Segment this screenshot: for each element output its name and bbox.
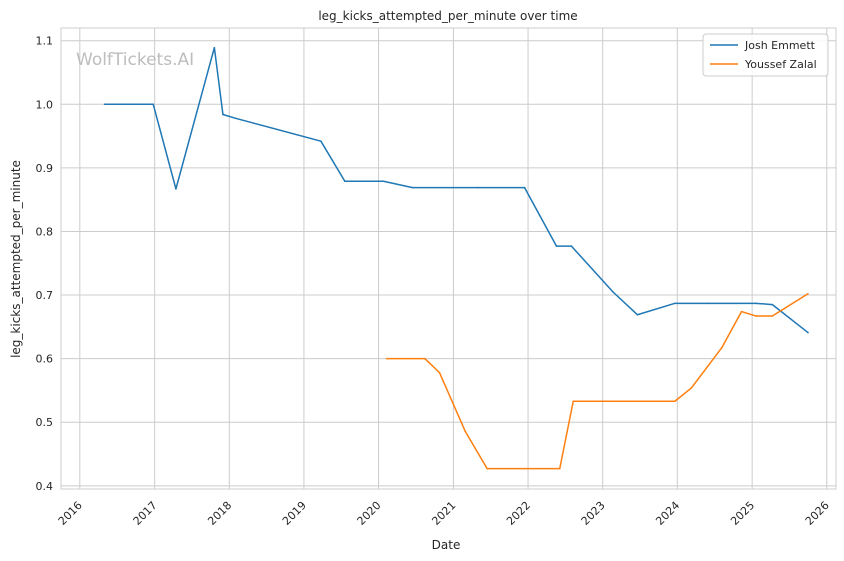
- y-tick-label: 0.5: [36, 416, 54, 429]
- data-point-josh-emmett: [344, 180, 346, 183]
- y-tick-label: 0.4: [36, 480, 54, 493]
- data-point-josh-emmett: [382, 180, 385, 183]
- data-point-josh-emmett: [222, 113, 224, 116]
- legend: Josh Emmett Youssef Zalal: [702, 33, 829, 77]
- data-point-josh-emmett: [234, 117, 237, 120]
- data-point-youssef-zalal: [424, 357, 426, 360]
- y-tick-label: 0.9: [36, 162, 54, 175]
- series-layer: [103, 46, 809, 470]
- data-point-youssef-zalal: [572, 400, 575, 403]
- data-point-josh-emmett: [674, 302, 676, 305]
- data-point-josh-emmett: [570, 245, 573, 247]
- legend-label-josh-emmett: Josh Emmett: [744, 39, 816, 52]
- series-line-youssef-zalal: [386, 293, 809, 470]
- y-tick-label: 1.1: [36, 35, 54, 48]
- y-tick-label: 0.7: [36, 289, 54, 302]
- data-point-youssef-zalal: [674, 400, 676, 403]
- y-tick-label: 0.6: [36, 353, 54, 366]
- y-axis: 0.4 0.5 0.6 0.7 0.8 0.9 1.0 1.1: [36, 35, 54, 493]
- data-point-josh-emmett: [755, 302, 757, 305]
- data-point-josh-emmett: [411, 186, 414, 189]
- data-point-youssef-zalal: [464, 430, 467, 433]
- data-point-josh-emmett: [103, 103, 106, 106]
- y-axis-title: leg_kicks_attempted_per_minute: [9, 160, 23, 358]
- data-point-youssef-zalal: [486, 467, 488, 470]
- plot-area: [60, 27, 837, 490]
- data-point-josh-emmett: [175, 188, 177, 190]
- watermark: WolfTickets.AI: [76, 50, 194, 70]
- data-point-youssef-zalal: [720, 347, 723, 349]
- data-point-youssef-zalal: [558, 467, 561, 470]
- data-point-josh-emmett: [555, 245, 558, 247]
- y-tick-label: 0.8: [36, 225, 54, 238]
- data-point-youssef-zalal: [771, 315, 774, 317]
- legend-label-youssef-zalal: Youssef Zalal: [744, 58, 817, 71]
- chart-title: leg_kicks_attempted_per_minute over time: [318, 9, 577, 23]
- data-point-youssef-zalal: [385, 357, 388, 360]
- data-point-youssef-zalal: [740, 310, 743, 313]
- data-point-josh-emmett: [523, 186, 526, 189]
- data-point-josh-emmett: [612, 291, 614, 293]
- grid: [61, 28, 836, 489]
- x-axis-title: Date: [432, 538, 461, 552]
- data-point-youssef-zalal: [807, 292, 809, 295]
- data-point-josh-emmett: [152, 103, 155, 106]
- data-point-josh-emmett: [807, 331, 809, 334]
- data-point-josh-emmett: [771, 303, 774, 306]
- y-tick-label: 1.0: [36, 98, 54, 111]
- data-point-youssef-zalal: [438, 371, 441, 374]
- data-point-josh-emmett: [636, 313, 639, 316]
- data-point-josh-emmett: [320, 140, 322, 142]
- data-point-youssef-zalal: [690, 387, 693, 389]
- data-point-youssef-zalal: [755, 315, 757, 317]
- data-point-josh-emmett: [477, 186, 479, 189]
- data-point-josh-emmett: [213, 46, 216, 49]
- data-point-josh-emmett: [707, 302, 710, 305]
